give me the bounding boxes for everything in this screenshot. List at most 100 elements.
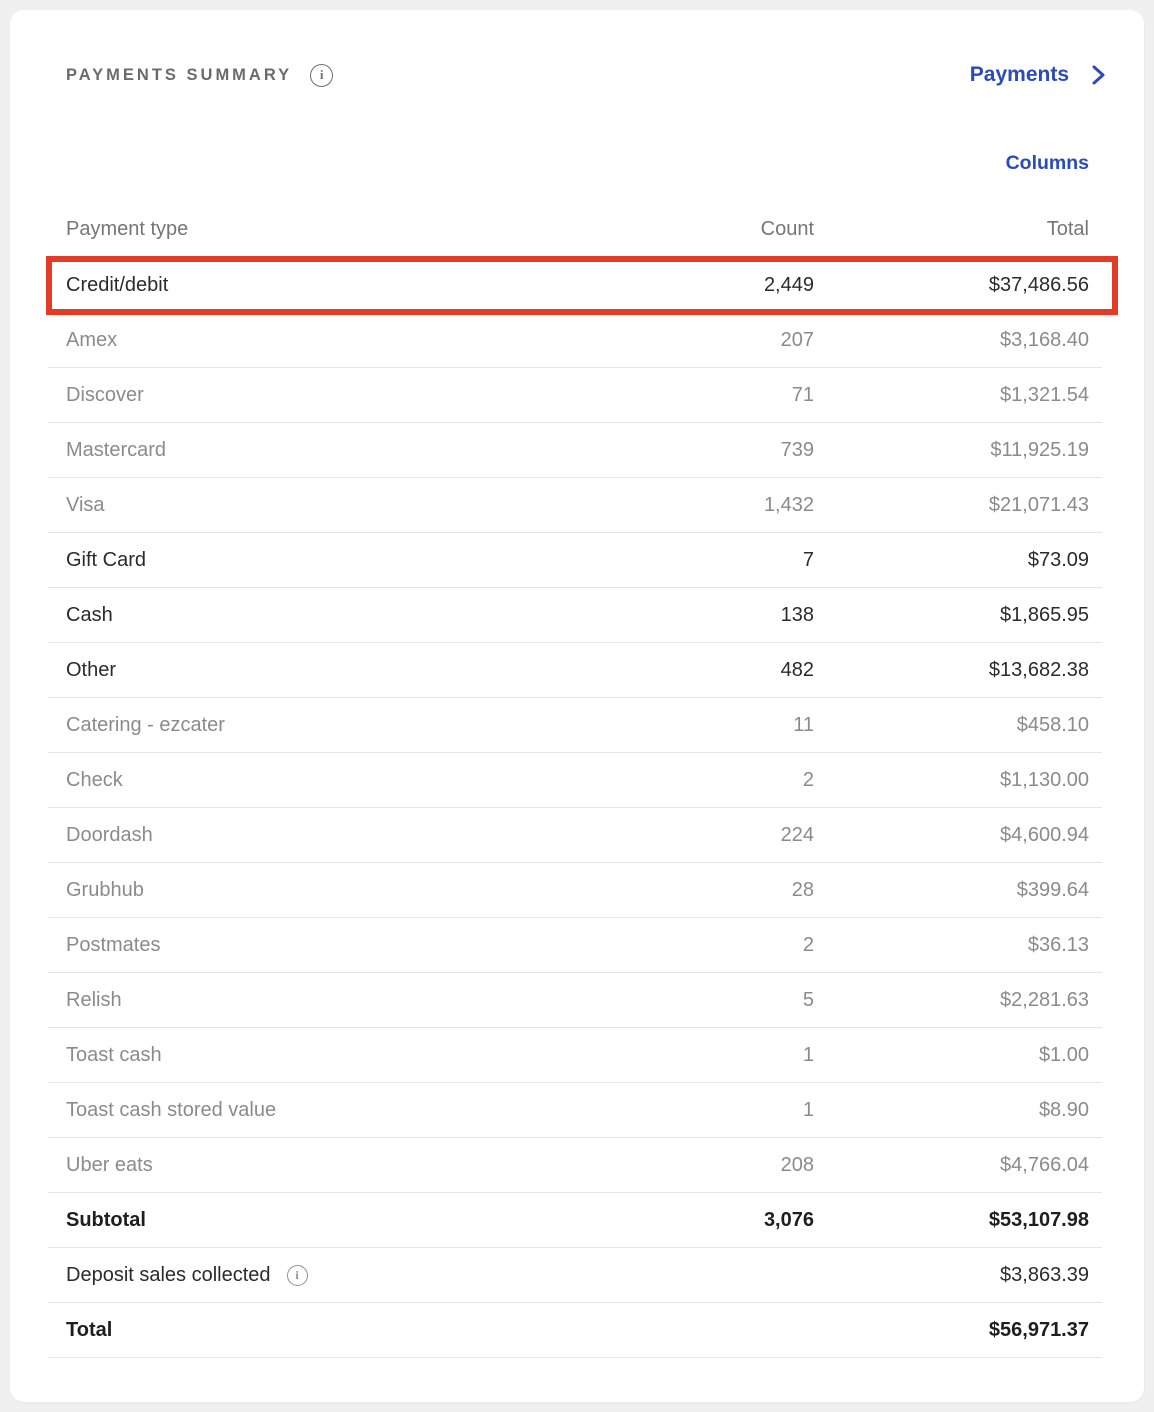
total-cell: $3,863.39 — [1000, 1263, 1089, 1286]
total-cell: $11,925.19 — [990, 438, 1089, 461]
total-cell: $399.64 — [1016, 878, 1089, 901]
payment-type-label: Check — [66, 768, 123, 791]
chevron-right-icon — [1092, 65, 1105, 85]
payments-link[interactable]: Payments — [970, 63, 1106, 87]
count-cell: 207 — [780, 328, 814, 351]
payment-type-cell: Other — [48, 659, 664, 682]
total-cell: $4,600.94 — [1000, 823, 1089, 846]
table-row: Deposit sales collected i $3,863.39 — [48, 1248, 1102, 1303]
count-cell: 71 — [791, 383, 814, 406]
table-row: Grubhub 28 $399.64 — [48, 863, 1102, 918]
payment-type-cell: Mastercard — [48, 439, 664, 462]
table-row: Discover 71 $1,321.54 — [48, 368, 1102, 423]
payment-type-label: Other — [66, 658, 117, 681]
count-cell: 482 — [780, 658, 814, 681]
payment-type-cell: Cash — [48, 604, 664, 627]
payment-type-label: Relish — [66, 988, 122, 1011]
payment-type-label: Mastercard — [66, 438, 167, 461]
count-cell: 2,449 — [763, 273, 814, 296]
table-row: Check 2 $1,130.00 — [48, 753, 1102, 808]
payment-type-label: Credit/debit — [66, 273, 169, 296]
payment-type-cell: Credit/debit — [48, 274, 664, 297]
total-cell: $458.10 — [1016, 713, 1089, 736]
table-row: Doordash 224 $4,600.94 — [48, 808, 1102, 863]
column-header-total: Total — [1046, 218, 1089, 240]
payments-summary-card: PAYMENTS SUMMARY i Payments Columns Paym… — [10, 10, 1144, 1402]
payment-type-cell: Postmates — [48, 934, 664, 957]
card-title: PAYMENTS SUMMARY — [66, 65, 293, 84]
info-icon[interactable]: i — [310, 63, 334, 87]
total-cell: $36.13 — [1027, 933, 1089, 956]
table-row: Uber eats 208 $4,766.04 — [48, 1138, 1102, 1193]
payment-type-label: Postmates — [66, 933, 161, 956]
count-cell: 739 — [780, 438, 814, 461]
payment-type-label: Cash — [66, 603, 113, 626]
count-cell: 3,076 — [763, 1208, 814, 1231]
payment-type-cell: Visa — [48, 494, 664, 517]
payment-type-label: Total — [66, 1318, 113, 1341]
total-cell: $13,682.38 — [988, 658, 1089, 681]
title-wrap: PAYMENTS SUMMARY i — [66, 63, 334, 87]
table-row: Postmates 2 $36.13 — [48, 918, 1102, 973]
total-cell: $73.09 — [1027, 548, 1089, 571]
payment-type-cell: Grubhub — [48, 879, 664, 902]
payment-type-label: Toast cash — [66, 1043, 162, 1066]
payment-type-label: Toast cash stored value — [66, 1098, 277, 1121]
table-header-row: Payment type Count Total — [48, 202, 1102, 258]
count-cell: 1 — [802, 1043, 814, 1066]
payment-type-label: Grubhub — [66, 878, 144, 901]
total-cell: $1.00 — [1038, 1043, 1089, 1066]
payment-type-cell: Deposit sales collected i — [48, 1264, 664, 1287]
table-row: Other 482 $13,682.38 — [48, 643, 1102, 698]
count-cell: 2 — [802, 768, 814, 791]
table-row: Gift Card 7 $73.09 — [48, 533, 1102, 588]
payment-type-cell: Amex — [48, 329, 664, 352]
columns-button[interactable]: Columns — [1005, 152, 1089, 174]
total-cell: $2,281.63 — [1000, 988, 1089, 1011]
count-cell: 2 — [802, 933, 814, 956]
table-row: Relish 5 $2,281.63 — [48, 973, 1102, 1028]
total-cell: $3,168.40 — [1000, 328, 1089, 351]
table-row: Subtotal 3,076 $53,107.98 — [48, 1193, 1102, 1248]
table-row: Cash 138 $1,865.95 — [48, 588, 1102, 643]
payment-type-label: Subtotal — [66, 1208, 146, 1231]
payments-table-body: Credit/debit 2,449 $37,486.56 Amex 207 $3,168… — [46, 255, 1118, 1358]
total-cell: $1,130.00 — [1000, 768, 1089, 791]
count-cell: 28 — [791, 878, 814, 901]
total-cell: $37,486.56 — [988, 273, 1089, 296]
payment-type-cell: Doordash — [48, 824, 664, 847]
total-cell: $4,766.04 — [1000, 1153, 1089, 1176]
payment-type-cell: Toast cash — [48, 1044, 664, 1067]
payment-type-label: Doordash — [66, 823, 153, 846]
table-row: Amex 207 $3,168.40 — [48, 313, 1102, 368]
payment-type-cell: Relish — [48, 989, 664, 1012]
payment-type-cell: Toast cash stored value — [48, 1099, 664, 1122]
table-row: Credit/debit 2,449 $37,486.56 — [46, 255, 1118, 315]
count-cell: 1 — [802, 1098, 814, 1121]
payment-type-cell: Gift Card — [48, 549, 664, 572]
total-cell: $53,107.98 — [988, 1208, 1089, 1231]
count-cell: 208 — [780, 1153, 814, 1176]
card-header: PAYMENTS SUMMARY i Payments — [66, 60, 1106, 90]
payments-link-label: Payments — [969, 63, 1069, 86]
table-row: Visa 1,432 $21,071.43 — [48, 478, 1102, 533]
total-cell: $1,321.54 — [1000, 383, 1089, 406]
payment-type-label: Discover — [66, 383, 144, 406]
payment-type-label: Gift Card — [66, 548, 147, 571]
columns-row: Columns — [10, 152, 1089, 178]
count-cell: 5 — [802, 988, 814, 1011]
info-icon[interactable]: i — [286, 1264, 308, 1286]
total-cell: $8.90 — [1038, 1098, 1089, 1121]
payment-type-cell: Discover — [48, 384, 664, 407]
table-row: Toast cash 1 $1.00 — [48, 1028, 1102, 1083]
table-row: Mastercard 739 $11,925.19 — [48, 423, 1102, 478]
payment-type-label: Amex — [66, 328, 118, 351]
payment-type-cell: Subtotal — [48, 1209, 664, 1232]
table-row: Catering - ezcater 11 $458.10 — [48, 698, 1102, 753]
table-row: Total $56,971.37 — [48, 1303, 1102, 1358]
payment-type-label: Catering - ezcater — [66, 713, 225, 736]
count-cell: 11 — [793, 713, 814, 736]
column-header-payment-type: Payment type — [66, 218, 189, 240]
payment-type-label: Deposit sales collected — [66, 1263, 271, 1286]
